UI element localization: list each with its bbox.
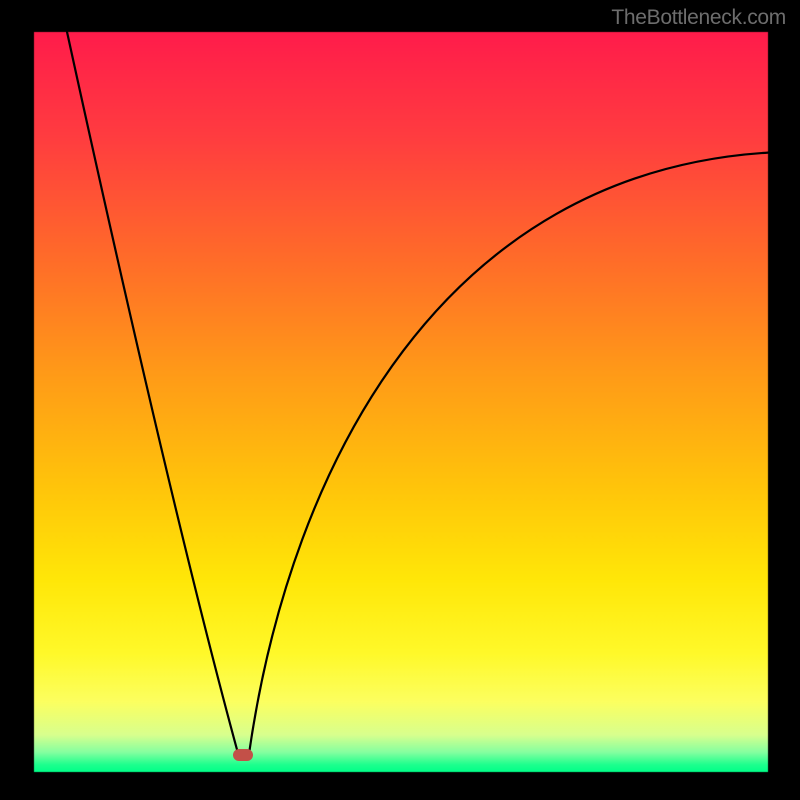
curve-svg [0, 0, 800, 800]
v-curve [67, 32, 768, 754]
minimum-marker [233, 749, 253, 761]
chart-container: TheBottleneck.com [0, 0, 800, 800]
watermark-text: TheBottleneck.com [611, 6, 786, 30]
